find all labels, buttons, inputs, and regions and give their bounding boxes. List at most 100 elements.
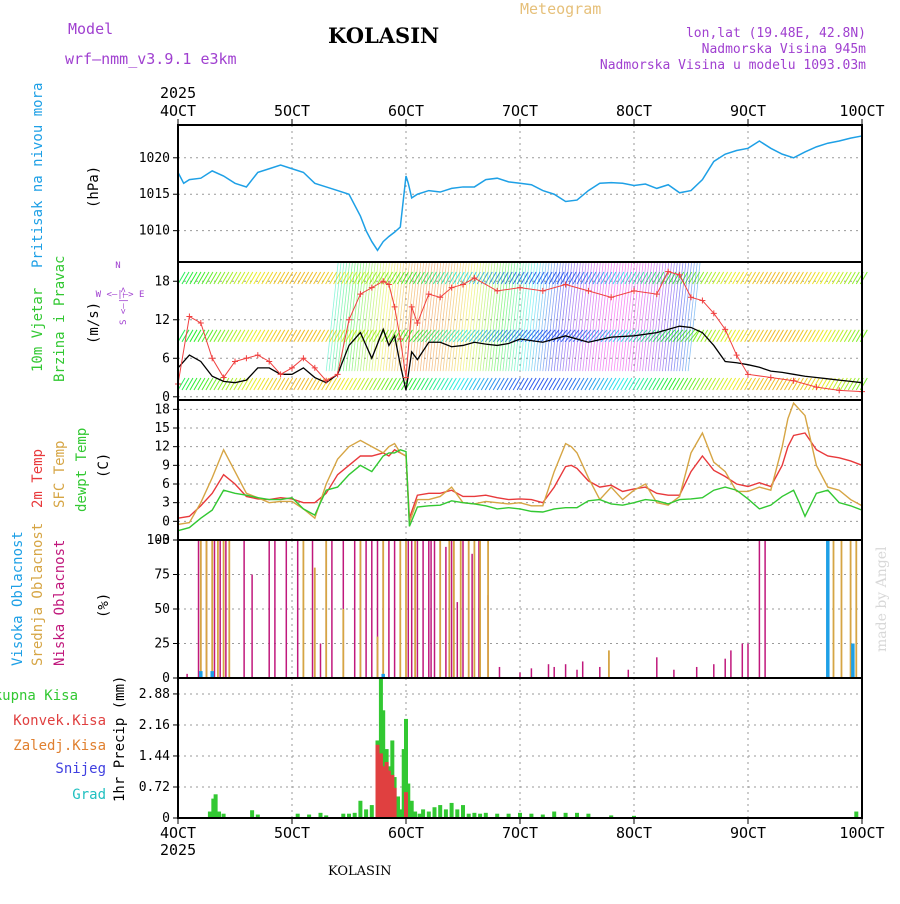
wind-hatch bbox=[636, 261, 650, 372]
temp-ytick-label: 9 bbox=[162, 458, 170, 473]
wind-barb bbox=[496, 377, 505, 391]
temp-ytick-label: 0 bbox=[162, 514, 170, 529]
wind-barb bbox=[776, 329, 784, 343]
wind-barb bbox=[325, 377, 334, 391]
wind-hatch bbox=[645, 261, 658, 372]
wind-barb bbox=[800, 329, 808, 343]
wind-hatch bbox=[511, 261, 524, 372]
temp-ytick-label: 3 bbox=[162, 496, 170, 511]
wind-gust-marker bbox=[277, 371, 284, 378]
x-tick-label-top: 6OCT bbox=[388, 102, 424, 120]
wind-hatch bbox=[573, 261, 587, 372]
wind-barb bbox=[289, 329, 298, 343]
wind-gust-marker bbox=[471, 275, 478, 282]
wind-barb bbox=[185, 377, 194, 391]
wind-barb bbox=[536, 329, 548, 343]
legend-frz-rain: Zaledj.Kisa bbox=[13, 738, 106, 754]
wind-barb bbox=[676, 329, 688, 343]
wind-hatch bbox=[536, 261, 550, 372]
wind-hatch bbox=[451, 261, 464, 372]
wind-hatch bbox=[599, 261, 613, 372]
wind-gust-marker bbox=[562, 281, 569, 288]
wind-barb bbox=[556, 377, 565, 391]
wind-barb bbox=[417, 329, 428, 343]
wind-barb bbox=[269, 329, 278, 343]
wind-hatch bbox=[673, 261, 687, 372]
wind-barb bbox=[456, 329, 468, 343]
precip-total-bar bbox=[409, 800, 414, 818]
wind-barb bbox=[317, 329, 326, 343]
wind-gust-marker bbox=[334, 371, 341, 378]
wind-barb bbox=[640, 377, 649, 391]
wind-barb bbox=[237, 377, 246, 391]
wind-gust-marker bbox=[688, 294, 694, 301]
wind-hatch bbox=[499, 261, 513, 372]
wind-barb bbox=[420, 377, 429, 391]
wind-barb bbox=[756, 329, 764, 343]
wind-gust-marker bbox=[767, 374, 774, 381]
wind-barb bbox=[488, 377, 497, 391]
wind-barb bbox=[600, 329, 612, 343]
wind-barb bbox=[616, 329, 628, 343]
wind-hatch bbox=[565, 261, 578, 372]
wind-barb bbox=[700, 329, 709, 343]
wind-barb bbox=[508, 329, 520, 343]
wind-barb bbox=[748, 271, 757, 285]
wind-barb bbox=[792, 271, 800, 285]
wind-barb bbox=[229, 329, 238, 343]
wind-barb bbox=[253, 329, 262, 343]
wind-gust-marker bbox=[220, 374, 227, 381]
precip-total-bar bbox=[432, 807, 437, 818]
wind-barb bbox=[588, 377, 597, 391]
wind-barb bbox=[839, 271, 848, 285]
wind-barb bbox=[488, 271, 497, 285]
precip-total-bar bbox=[217, 811, 222, 818]
wind-barb bbox=[788, 271, 796, 285]
wind-barb bbox=[237, 329, 246, 343]
wind-gust-marker bbox=[311, 364, 318, 371]
wind-hatch bbox=[593, 261, 607, 372]
wind-barb bbox=[353, 377, 361, 391]
wind-barb bbox=[205, 377, 214, 391]
wind-barb bbox=[520, 377, 529, 391]
wind-hatch bbox=[556, 261, 570, 372]
wind-barb bbox=[772, 329, 780, 343]
precip-conv-bar bbox=[375, 744, 380, 818]
wind-hatch bbox=[362, 261, 376, 372]
wind-gust-marker bbox=[460, 281, 466, 288]
precip-total-bar bbox=[211, 798, 216, 818]
wind-barb bbox=[768, 329, 776, 343]
wind-barb bbox=[500, 377, 509, 391]
wind-hatch bbox=[533, 261, 547, 372]
wind-gust-marker bbox=[608, 294, 615, 301]
wind-hatch bbox=[622, 261, 635, 372]
wind-barb bbox=[572, 377, 581, 391]
wind-barb bbox=[381, 377, 389, 391]
wind-barb bbox=[839, 377, 848, 391]
cloud-ytick-label: 50 bbox=[154, 602, 170, 617]
wind-barb bbox=[213, 329, 222, 343]
wind-barb bbox=[688, 377, 697, 391]
wind-barb bbox=[704, 329, 713, 343]
cloud-ytick-label: 0 bbox=[162, 671, 170, 686]
wind-barb bbox=[460, 377, 469, 391]
wind-barb bbox=[241, 377, 250, 391]
wind-barb bbox=[720, 377, 729, 391]
wind-barb bbox=[181, 377, 190, 391]
wind-hatch bbox=[684, 261, 698, 372]
wind-hatch bbox=[590, 261, 604, 372]
wind-barb bbox=[436, 377, 445, 391]
wind-barb bbox=[536, 377, 545, 391]
wind-hatch bbox=[664, 261, 678, 372]
wind-barb bbox=[249, 377, 258, 391]
x-tick-label-bottom: 9OCT bbox=[730, 824, 766, 842]
wind-hatch bbox=[388, 261, 402, 372]
wind-hatch bbox=[682, 261, 695, 372]
wind-barb bbox=[807, 271, 816, 285]
wind-barb bbox=[612, 377, 621, 391]
wind-unit: (m/s) bbox=[86, 302, 102, 344]
precip-total-bar bbox=[401, 749, 406, 818]
wind-barb bbox=[803, 271, 812, 285]
wind-hatch bbox=[476, 261, 490, 372]
wind-barb bbox=[807, 329, 816, 343]
